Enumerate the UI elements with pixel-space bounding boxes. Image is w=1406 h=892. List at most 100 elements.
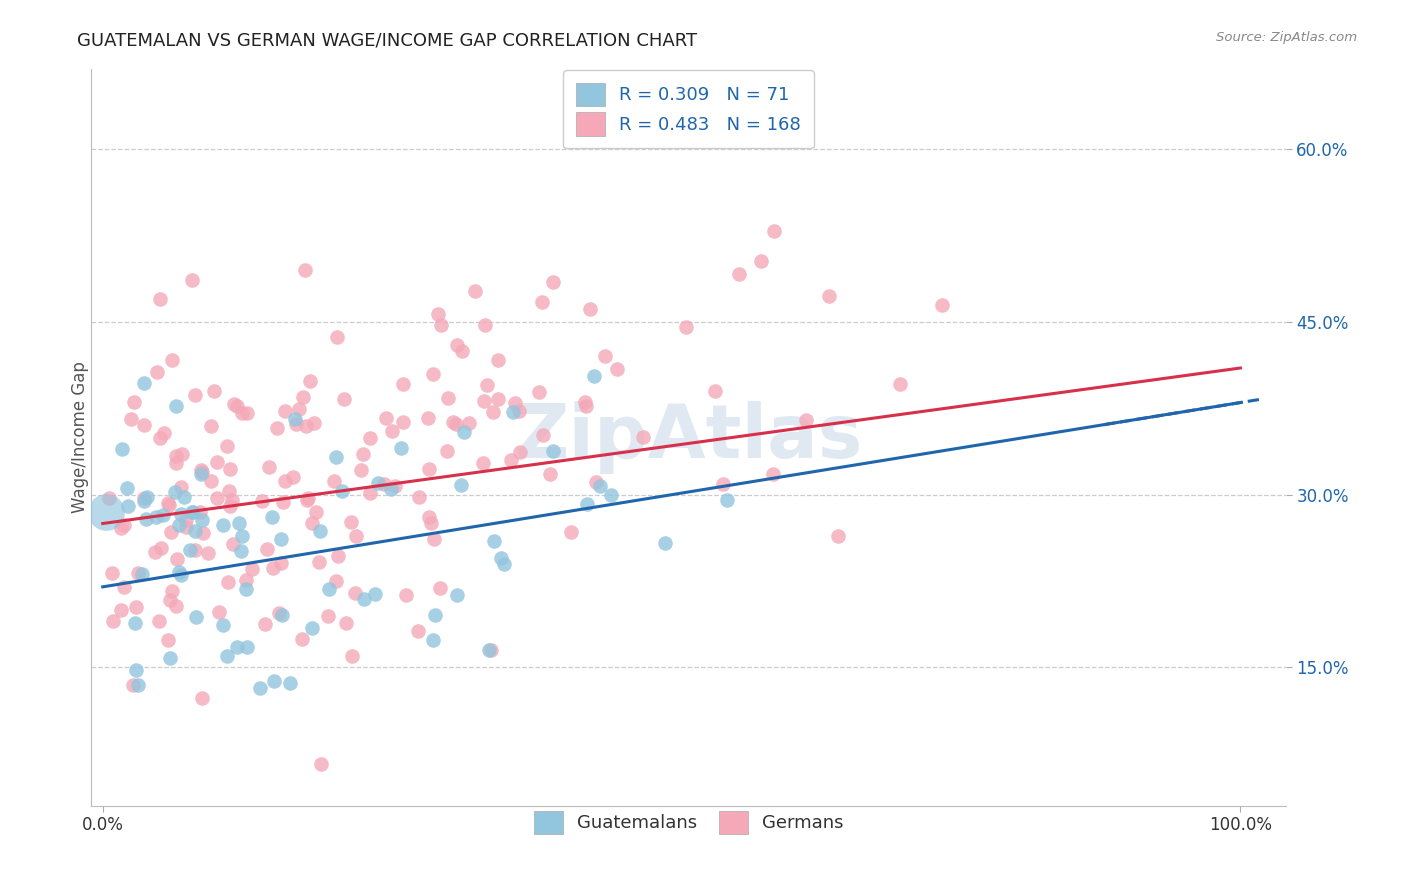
Point [294,263,316,277]
Point [367,475,389,490]
Point [124,615,146,630]
Point [257,459,280,474]
Point [380,482,402,496]
Point [191,465,214,479]
Point [132,491,155,505]
Point [184,610,207,624]
Point [212,617,235,632]
Point [408,490,430,504]
Point [541,275,564,289]
Point [502,405,524,419]
Point [482,404,505,418]
Point [250,494,273,508]
Point [332,484,354,499]
Point [353,591,375,606]
Point [529,385,551,400]
Point [125,599,148,614]
Y-axis label: Wage/Income Gap: Wage/Income Gap [72,361,89,513]
Point [384,478,406,492]
Point [197,546,219,560]
Point [509,445,531,459]
Point [817,289,839,303]
Point [219,462,242,476]
Point [135,512,157,526]
Text: Source: ZipAtlas.com: Source: ZipAtlas.com [1216,31,1357,45]
Point [271,495,294,509]
Point [249,681,271,695]
Point [931,298,953,312]
Point [183,543,205,558]
Point [305,505,328,519]
Point [131,566,153,581]
Point [117,499,139,513]
Point [381,425,404,439]
Point [148,615,170,629]
Point [575,400,598,414]
Point [228,516,250,530]
Point [394,588,416,602]
Point [190,467,212,481]
Point [316,609,339,624]
Point [458,416,481,430]
Point [538,467,561,482]
Point [475,377,498,392]
Point [576,497,599,511]
Point [418,462,440,476]
Legend: Guatemalans, Germans: Guatemalans, Germans [523,800,855,845]
Point [229,544,252,558]
Point [231,406,253,420]
Point [163,485,186,500]
Point [446,588,468,602]
Point [287,402,309,417]
Point [270,607,292,622]
Point [794,413,817,427]
Point [101,566,124,580]
Point [170,568,193,582]
Point [472,456,495,470]
Point [762,224,785,238]
Point [579,301,602,316]
Point [541,444,564,458]
Point [145,510,167,524]
Point [170,507,193,521]
Point [325,450,347,464]
Point [436,443,458,458]
Point [181,505,204,519]
Point [308,555,330,569]
Point [489,550,512,565]
Point [284,412,307,426]
Point [531,428,554,442]
Point [297,491,319,505]
Point [589,479,612,493]
Point [301,622,323,636]
Point [323,474,346,488]
Point [127,678,149,692]
Point [98,491,121,506]
Point [326,330,349,344]
Point [422,367,444,381]
Point [291,632,314,646]
Point [291,390,314,404]
Point [110,521,132,535]
Point [486,353,509,368]
Point [222,537,245,551]
Point [374,410,396,425]
Point [274,404,297,418]
Point [423,608,446,623]
Point [145,365,167,379]
Point [703,384,725,398]
Point [112,580,135,594]
Point [231,529,253,543]
Point [225,640,247,655]
Point [308,524,330,538]
Point [472,393,495,408]
Point [172,448,194,462]
Point [260,509,283,524]
Point [200,475,222,489]
Point [208,605,231,619]
Point [446,338,468,352]
Point [236,406,259,420]
Point [184,388,207,402]
Point [170,480,193,494]
Point [191,513,214,527]
